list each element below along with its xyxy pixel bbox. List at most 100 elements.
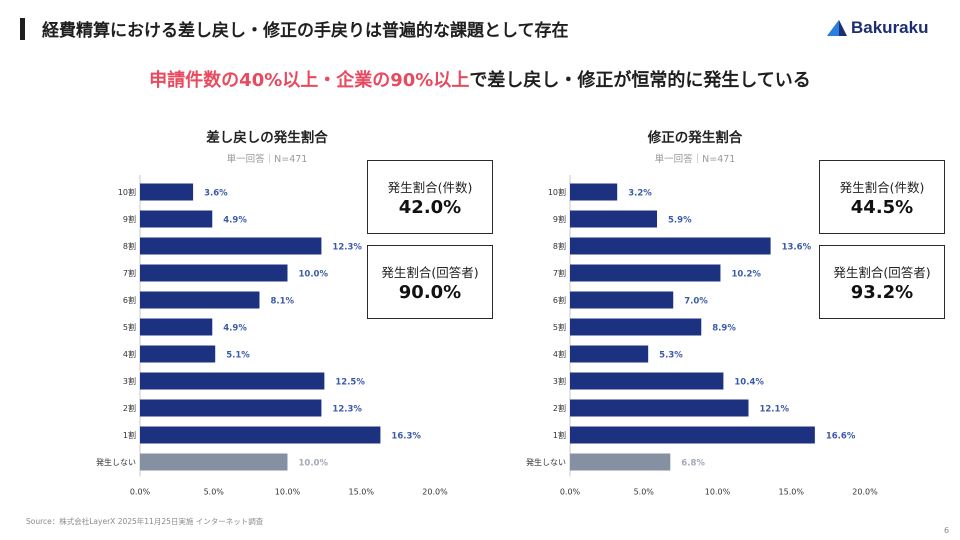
value-label: 3.6%: [204, 189, 228, 199]
bar: [570, 399, 749, 417]
value-label: 16.6%: [826, 432, 856, 442]
value-label: 10.0%: [299, 459, 329, 469]
category-label: 8割: [123, 241, 136, 251]
value-label: 16.3%: [391, 432, 421, 442]
chart-title-sashimodoshi: 差し戻しの発生割合: [206, 130, 328, 146]
category-label: 7割: [123, 268, 136, 278]
x-tick-label: 10.0%: [275, 488, 301, 497]
stat-label: 発生割合(件数): [839, 180, 925, 195]
value-label: 10.4%: [734, 378, 764, 388]
category-label: 発生しない: [526, 457, 566, 467]
category-label: 8割: [553, 241, 566, 251]
source-note: Source：株式会社LayerX 2025年11月25日実施 インターネット調…: [26, 517, 264, 526]
category-label: 9割: [123, 214, 136, 224]
stat-value: 93.2%: [850, 282, 914, 303]
value-label: 12.1%: [759, 405, 789, 415]
chart-title-shusei: 修正の発生割合: [647, 130, 743, 146]
stat-value: 90.0%: [398, 282, 462, 303]
stat-box-right-count: 発生割合(件数) 44.5%: [819, 160, 945, 234]
headline: 申請件数の40%以上・企業の90%以上で差し戻し・修正が恒常的に発生している: [0, 66, 960, 92]
category-label: 発生しない: [96, 457, 136, 467]
value-label: 8.1%: [270, 297, 294, 307]
bar: [140, 183, 194, 201]
bar: [570, 318, 702, 336]
category-label: 5割: [123, 322, 136, 332]
bar: [570, 372, 724, 390]
category-label: 4割: [123, 349, 136, 359]
bar: [570, 345, 649, 363]
stat-box-left-count: 発生割合(件数) 42.0%: [367, 160, 493, 234]
x-tick-label: 20.0%: [852, 488, 878, 497]
value-label: 5.3%: [659, 351, 683, 361]
x-tick-label: 10.0%: [705, 488, 731, 497]
value-label: 4.9%: [223, 324, 247, 334]
bar: [570, 210, 658, 228]
category-label: 6割: [553, 295, 566, 305]
value-label: 5.9%: [668, 216, 692, 226]
category-label: 2割: [553, 403, 566, 413]
brand-logo: Bakuraku: [826, 16, 928, 40]
value-label: 13.6%: [782, 243, 812, 253]
value-label: 12.3%: [332, 243, 362, 253]
bar: [140, 237, 322, 255]
headline-highlight: 申請件数の40%以上・企業の90%以上: [149, 70, 470, 91]
bar: [570, 183, 618, 201]
title-accent-bar: [20, 18, 25, 40]
category-label: 1割: [553, 430, 566, 440]
bar-chart-sashimodoshi: 10割 3.6% 9割 4.9% 8割 12.3% 7割 10.0% 6割 8.1% 5割 4.9% 4…: [96, 175, 448, 497]
stat-label: 発生割合(回答者): [833, 265, 931, 280]
category-label: 6割: [123, 295, 136, 305]
chart-subtitle-sashimodoshi: 単一回答｜N=471: [226, 154, 308, 165]
x-tick-label: 5.0%: [634, 488, 655, 497]
value-label: 10.2%: [731, 270, 761, 280]
category-label: 9割: [553, 214, 566, 224]
category-label: 7割: [553, 268, 566, 278]
page-title: 経費精算における差し戻し・修正の手戻りは普遍的な課題として存在: [42, 21, 569, 41]
value-label: 8.9%: [712, 324, 736, 334]
bar: [570, 453, 671, 471]
value-label: 10.0%: [299, 270, 329, 280]
bar: [140, 291, 260, 309]
bar: [140, 318, 213, 336]
value-label: 7.0%: [684, 297, 708, 307]
category-label: 3割: [123, 376, 136, 386]
page-number: 6: [944, 526, 950, 535]
value-label: 12.3%: [332, 405, 362, 415]
category-label: 5割: [553, 322, 566, 332]
value-label: 3.2%: [628, 189, 652, 199]
category-label: 1割: [123, 430, 136, 440]
stat-label: 発生割合(件数): [387, 180, 473, 195]
bar: [570, 237, 771, 255]
value-label: 12.5%: [335, 378, 365, 388]
value-label: 6.8%: [681, 459, 705, 469]
x-tick-label: 0.0%: [560, 488, 581, 497]
bar: [140, 426, 381, 444]
bar: [140, 453, 288, 471]
bar: [140, 264, 288, 282]
bar-chart-shusei: 10割 3.2% 9割 5.9% 8割 13.6% 7割 10.2% 6割 7.0% 5割 8.9% 4…: [526, 175, 878, 497]
bakuraku-logo-icon: [827, 20, 847, 36]
bar: [140, 372, 325, 390]
headline-rest: で差し戻し・修正が恒常的に発生している: [469, 70, 811, 91]
bar: [570, 291, 674, 309]
x-tick-label: 0.0%: [130, 488, 151, 497]
x-tick-label: 15.0%: [349, 488, 375, 497]
chart-subtitle-shusei: 単一回答｜N=471: [654, 154, 736, 165]
stat-box-left-respondents: 発生割合(回答者) 90.0%: [367, 245, 493, 319]
value-label: 4.9%: [223, 216, 247, 226]
x-tick-label: 20.0%: [422, 488, 448, 497]
stat-value: 44.5%: [850, 197, 914, 218]
category-label: 3割: [553, 376, 566, 386]
bar: [140, 210, 213, 228]
bar: [570, 426, 815, 444]
category-label: 10割: [118, 187, 136, 197]
category-label: 4割: [553, 349, 566, 359]
value-label: 5.1%: [226, 351, 250, 361]
category-label: 10割: [548, 187, 566, 197]
bar: [570, 264, 721, 282]
bar: [140, 399, 322, 417]
stat-label: 発生割合(回答者): [381, 265, 479, 280]
brand-name: Bakuraku: [851, 18, 929, 37]
category-label: 2割: [123, 403, 136, 413]
x-tick-label: 15.0%: [779, 488, 805, 497]
